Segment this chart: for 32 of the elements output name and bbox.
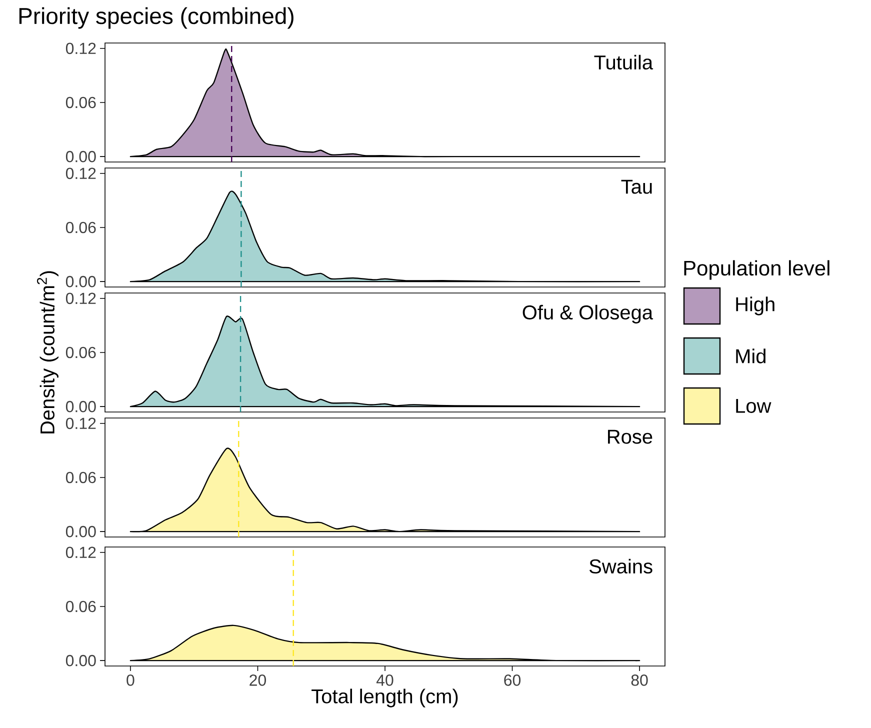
y-tick-label: 0.00: [66, 150, 96, 162]
chart-title: Priority species (combined): [19, 7, 294, 29]
y-tick-label: 0.00: [66, 526, 96, 538]
x-axis-title: Total length (cm): [312, 688, 458, 708]
legend-label: High: [736, 296, 774, 316]
annotation: Ofu & Olosega: [522, 304, 654, 324]
x-tick-label: 60: [504, 674, 521, 686]
legend-label: Mid: [736, 348, 766, 364]
annotation: Swains: [589, 558, 652, 574]
x-tick-label: 0: [126, 674, 134, 686]
y-tick-label: 0.06: [66, 96, 96, 108]
y-tick-label: 0.12: [66, 546, 96, 558]
y-tick-label: 0.06: [66, 600, 96, 612]
annotation: Tau: [621, 180, 652, 194]
x-tick-label: 80: [631, 674, 648, 686]
legend-label: Low: [736, 399, 772, 413]
y-tick-label: 0.12: [66, 418, 96, 430]
y-tick-label: 0.00: [66, 654, 96, 666]
y-tick-label: 0.12: [66, 292, 96, 304]
x-tick-label: 20: [250, 674, 266, 686]
y-tick-label: 0.06: [66, 222, 96, 234]
y-tick-label: 0.00: [66, 400, 96, 412]
annotation: Tutuila: [594, 54, 654, 70]
y-tick-label: 0.12: [66, 168, 96, 180]
legend-title: Population level: [684, 260, 830, 280]
x-tick-label: 40: [376, 674, 394, 686]
y-tick-label: 0.00: [66, 276, 96, 288]
y-tick-label: 0.12: [66, 42, 96, 54]
y-axis-title: Density (count/m$^{2}$): [37, 271, 58, 434]
annotation: Rose: [608, 430, 652, 444]
y-tick-label: 0.06: [66, 472, 96, 484]
y-tick-label: 0.06: [66, 346, 96, 358]
